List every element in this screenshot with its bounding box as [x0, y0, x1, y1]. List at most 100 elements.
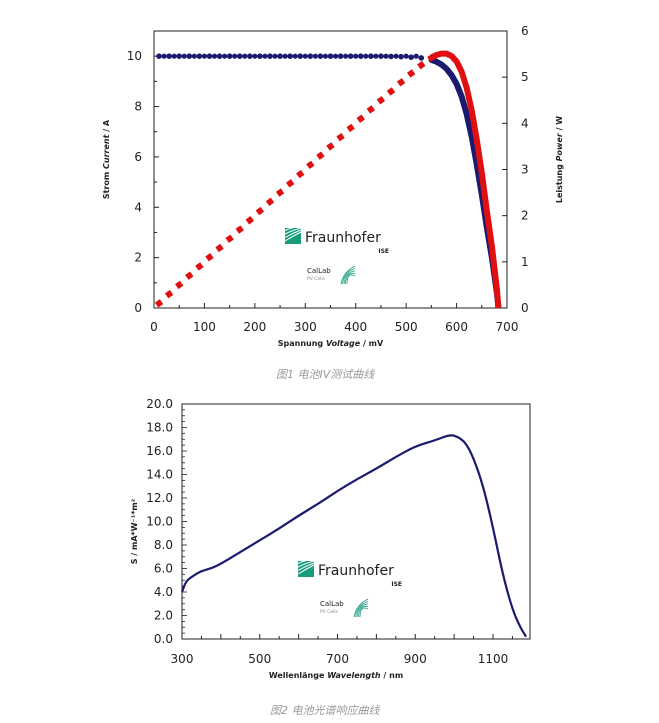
- current-point: [226, 53, 233, 59]
- y-tick-label: 8: [134, 100, 142, 114]
- spectral-x-axis-label: Wellenlänge Wavelength / nm: [269, 671, 403, 680]
- current-line: [430, 57, 502, 309]
- current-point: [347, 53, 354, 59]
- current-point: [186, 53, 193, 59]
- x-tick-label: 300: [171, 652, 194, 666]
- current-point: [378, 53, 384, 59]
- x-tick-label: 100: [193, 320, 216, 334]
- iv-series: [154, 50, 502, 309]
- current-point: [418, 55, 425, 61]
- x-tick-label: 500: [248, 652, 271, 666]
- brand-sub: ISE: [378, 248, 389, 255]
- current-point: [307, 53, 314, 59]
- y-tick-label: 6.0: [154, 562, 173, 576]
- x-tick-label: 900: [404, 652, 427, 666]
- lab-name: CalLab: [307, 267, 331, 275]
- power-point: [306, 160, 315, 170]
- y2-tick-label: 2: [521, 209, 529, 223]
- ray: [343, 270, 356, 285]
- current-point: [272, 53, 278, 59]
- current-point: [363, 53, 369, 59]
- spectral-tick-labels: 300 500 700 900 1100 0.0 2.0 4.0 6.0 8.0 10.0 12.0 1…: [146, 397, 508, 666]
- ray: [342, 268, 356, 285]
- ray: [346, 274, 356, 285]
- y2-tick-label: 4: [521, 116, 529, 130]
- figure2-caption: 图2 电池光谱响应曲线: [270, 704, 380, 717]
- current-point: [393, 53, 399, 59]
- current-point: [191, 53, 197, 59]
- power-point: [175, 280, 184, 290]
- current-point: [388, 53, 394, 60]
- current-point: [287, 53, 293, 59]
- spectral-series: [180, 434, 527, 638]
- current-point: [211, 53, 218, 59]
- power-point: [285, 179, 295, 188]
- x-tick-label: 0: [150, 320, 158, 334]
- x-tick-label: 500: [395, 320, 418, 334]
- brand-sub: ISE: [391, 581, 402, 588]
- y-tick-label: 10: [127, 49, 142, 63]
- logo-stripe: [284, 229, 302, 238]
- current-point: [176, 53, 183, 59]
- y-tick-label: 14.0: [146, 468, 173, 482]
- power-point: [185, 271, 194, 280]
- power-point: [376, 96, 386, 105]
- current-point: [297, 53, 304, 59]
- y-tick-label: 6: [134, 150, 142, 164]
- current-point: [413, 53, 419, 59]
- spectral-plot-frame: [181, 403, 531, 640]
- lab-sub: PV Cells: [320, 609, 339, 615]
- current-point: [282, 53, 288, 59]
- fraunhofer-mark-icon: [284, 225, 302, 244]
- brand-name: Fraunhofer: [318, 563, 394, 579]
- spectral-chart: 300 500 700 900 1100 0.0 2.0 4.0 6.0 8.0 10.0 12.0 1…: [130, 397, 531, 680]
- current-point: [181, 53, 187, 59]
- current-point: [262, 53, 268, 59]
- fraunhofer-mark-icon: [297, 558, 315, 577]
- power-point: [346, 123, 355, 133]
- x-tick-label: 200: [243, 320, 266, 334]
- current-point: [171, 53, 177, 59]
- current-point: [242, 53, 248, 59]
- iv-ticks: [153, 30, 508, 309]
- current-point: [332, 53, 339, 59]
- current-point: [403, 53, 409, 59]
- y-tick-label: 8.0: [154, 538, 173, 552]
- y-tick-label: 2.0: [154, 609, 173, 623]
- callab-rays-icon: [353, 598, 369, 618]
- logo-stripe: [284, 231, 302, 242]
- logo-stripe: [284, 227, 302, 235]
- y2-tick-label: 1: [521, 255, 529, 269]
- x-tick-label: 600: [445, 320, 468, 334]
- iv-x-axis-label: Spannung Voltage / mV: [278, 339, 384, 348]
- power-point: [215, 243, 224, 253]
- ray: [359, 607, 369, 618]
- y-tick-label: 12.0: [146, 491, 173, 505]
- ray: [355, 601, 369, 618]
- spectral-response-line: [180, 434, 527, 638]
- current-point: [337, 53, 344, 59]
- power-point: [265, 197, 275, 206]
- current-point: [357, 53, 364, 59]
- y-tick-label: 16.0: [146, 444, 173, 458]
- power-point: [356, 114, 365, 123]
- y-tick-label: 18.0: [146, 421, 173, 435]
- spectral-y-axis-label: S / mA*W⁻¹*m²: [130, 498, 139, 564]
- y2-tick-label: 6: [521, 24, 529, 38]
- current-point: [252, 53, 258, 59]
- current-point: [257, 53, 263, 59]
- logo-stripe: [284, 225, 302, 231]
- current-point: [322, 53, 329, 59]
- current-point: [267, 53, 273, 59]
- current-point: [292, 53, 298, 59]
- current-point: [373, 53, 379, 59]
- ray: [340, 265, 356, 285]
- power-point: [205, 253, 214, 262]
- current-point: [156, 53, 162, 59]
- y-tick-label: 10.0: [146, 515, 173, 529]
- current-point: [161, 53, 167, 59]
- current-point: [201, 53, 208, 59]
- y-tick-label: 2: [134, 251, 142, 265]
